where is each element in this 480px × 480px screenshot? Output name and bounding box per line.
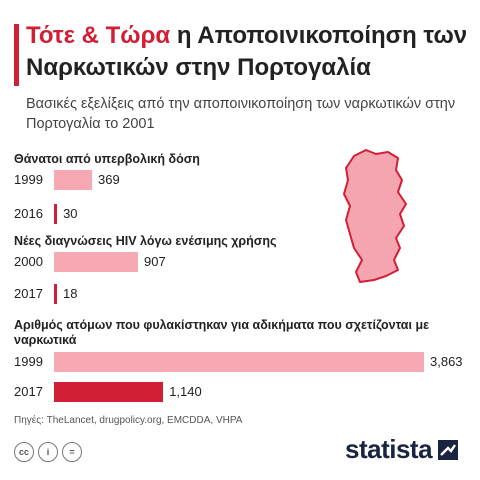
- cc-icon[interactable]: cc: [14, 442, 34, 462]
- section-title-hiv: Νέες διαγνώσεις HIV λόγω ενέσιμης χρήσης: [14, 234, 277, 248]
- subtitle: Βασικές εξελίξεις από την αποποινικοποίη…: [26, 96, 456, 132]
- bar-value: 907: [144, 254, 166, 269]
- bar-hiv-2017: [54, 284, 57, 304]
- row-label: 1999: [14, 172, 43, 187]
- bar-prison-2017: [54, 382, 164, 402]
- bar-value: 30: [63, 206, 78, 221]
- statista-logo[interactable]: statista: [345, 434, 459, 465]
- row-label: 2000: [14, 254, 43, 269]
- bar-overdose-1999: [54, 170, 92, 190]
- row-label: 2016: [14, 206, 43, 221]
- bar-value: 18: [63, 286, 78, 301]
- license-icons: cc i =: [14, 442, 82, 462]
- section-title-overdose: Θάνατοι από υπερβολική δόση: [14, 152, 200, 166]
- section-title-prison: Αριθμός ατόμων που φυλακίστηκαν για αδικ…: [14, 318, 430, 347]
- bar-value: 3,863: [430, 354, 463, 369]
- title-accent: Τότε & Τώρα: [26, 22, 171, 49]
- bar-hiv-2000: [54, 252, 138, 272]
- bar-value: 369: [98, 172, 120, 187]
- row-label: 2017: [14, 384, 43, 399]
- title-accent-bar: [14, 24, 19, 86]
- bar-overdose-2016: [54, 204, 58, 224]
- sources: Πηγές: TheLancet, drugpolicy.org, EMCDDA…: [14, 415, 243, 426]
- row-label: 2017: [14, 286, 43, 301]
- statista-mark-icon: [438, 439, 459, 460]
- portugal-map-icon: [343, 149, 407, 283]
- attribution-icon[interactable]: i: [38, 442, 58, 462]
- page-title: Τότε & Τώρα η Αποποινικοποίηση των Ναρκω…: [26, 20, 476, 84]
- bar-value: 1,140: [169, 384, 202, 399]
- title-rest: η Αποποινικοποίηση των Ναρκωτικών στην Π…: [26, 22, 468, 81]
- logo-text: statista: [345, 434, 433, 464]
- bar-prison-1999: [54, 352, 424, 372]
- row-label: 1999: [14, 354, 43, 369]
- no-derivatives-icon[interactable]: =: [62, 442, 82, 462]
